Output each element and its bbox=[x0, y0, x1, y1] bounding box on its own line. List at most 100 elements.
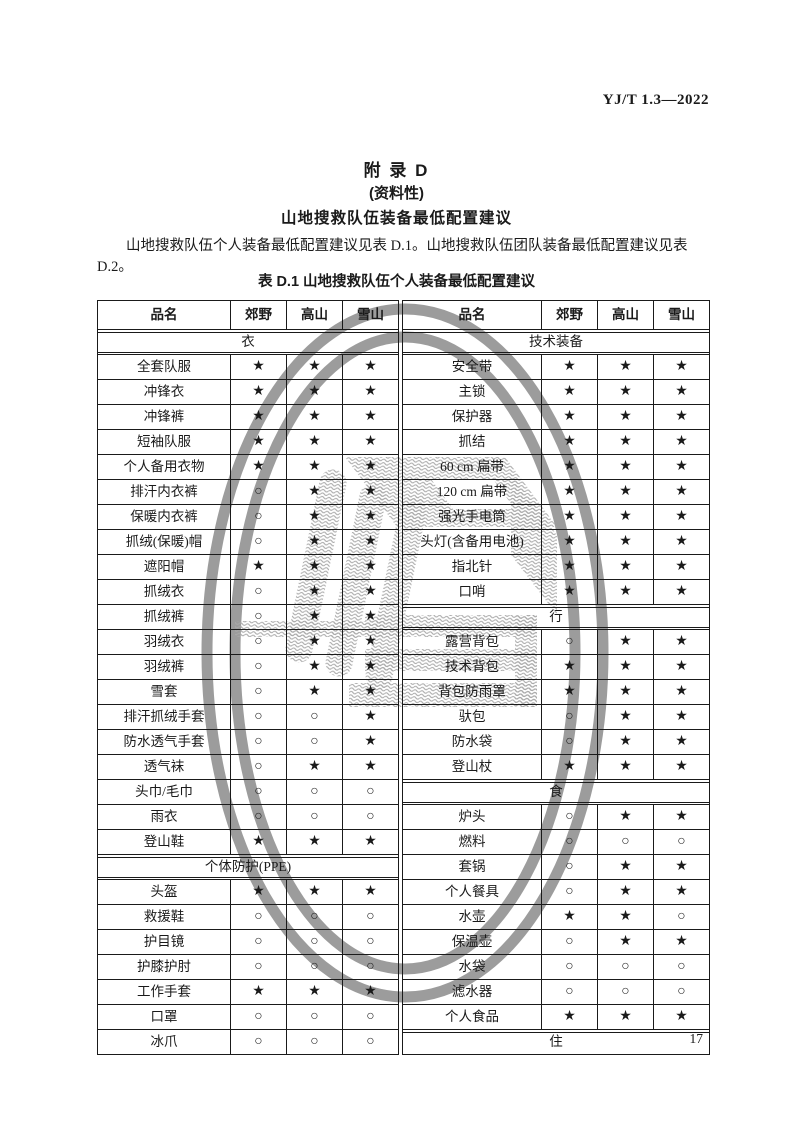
optional-circle-cell: ○ bbox=[541, 829, 598, 855]
optional-circle-cell: ○ bbox=[286, 729, 343, 755]
optional-circle-cell: ○ bbox=[286, 804, 343, 830]
table-row: 驮包 ○ ★ ★ bbox=[402, 704, 710, 730]
optional-circle-cell: ○ bbox=[653, 954, 710, 980]
required-star-cell: ★ bbox=[653, 704, 710, 730]
optional-circle-cell: ○ bbox=[230, 904, 287, 930]
table-row: 透气袜 ○ ★ ★ bbox=[97, 754, 399, 780]
section-row: 食 bbox=[402, 779, 711, 805]
table-row: 个人餐具 ○ ★ ★ bbox=[402, 879, 710, 905]
item-name-cell: 冲锋裤 bbox=[97, 404, 231, 430]
col-header-countryside: 郊野 bbox=[230, 300, 287, 330]
required-star-cell: ★ bbox=[541, 904, 598, 930]
item-name-cell: 保护器 bbox=[402, 404, 542, 430]
section-label: 衣 bbox=[97, 329, 400, 355]
optional-circle-cell: ○ bbox=[230, 804, 287, 830]
required-star-cell: ★ bbox=[597, 379, 654, 405]
table-row: 保暖内衣裤 ○ ★ ★ bbox=[97, 504, 399, 530]
optional-circle-cell: ○ bbox=[230, 779, 287, 805]
item-name-cell: 透气袜 bbox=[97, 754, 231, 780]
section-label: 食 bbox=[402, 779, 711, 805]
optional-circle-cell: ○ bbox=[342, 1029, 399, 1055]
required-star-cell: ★ bbox=[541, 1004, 598, 1030]
required-star-cell: ★ bbox=[653, 854, 710, 880]
item-name-cell: 水壶 bbox=[402, 904, 542, 930]
item-name-cell: 个人备用衣物 bbox=[97, 454, 231, 480]
item-name-cell: 冰爪 bbox=[97, 1029, 231, 1055]
optional-circle-cell: ○ bbox=[541, 954, 598, 980]
item-name-cell: 抓绒裤 bbox=[97, 604, 231, 630]
required-star-cell: ★ bbox=[342, 629, 399, 655]
item-name-cell: 抓绒(保暖)帽 bbox=[97, 529, 231, 555]
table-caption: 表 D.1 山地搜救队伍个人装备最低配置建议 bbox=[257, 274, 536, 290]
required-star-cell: ★ bbox=[597, 729, 654, 755]
optional-circle-cell: ○ bbox=[230, 954, 287, 980]
required-star-cell: ★ bbox=[541, 379, 598, 405]
item-name-cell: 排汗内衣裤 bbox=[97, 479, 231, 505]
required-star-cell: ★ bbox=[597, 504, 654, 530]
required-star-cell: ★ bbox=[286, 879, 343, 905]
required-star-cell: ★ bbox=[597, 904, 654, 930]
required-star-cell: ★ bbox=[286, 454, 343, 480]
item-name-cell: 水袋 bbox=[402, 954, 542, 980]
optional-circle-cell: ○ bbox=[230, 504, 287, 530]
required-star-cell: ★ bbox=[597, 629, 654, 655]
optional-circle-cell: ○ bbox=[230, 729, 287, 755]
item-name-cell: 排汗抓绒手套 bbox=[97, 704, 231, 730]
col-header-item-name: 品名 bbox=[97, 300, 231, 330]
item-name-cell: 露营背包 bbox=[402, 629, 542, 655]
table-row: 抓绒裤 ○ ★ ★ bbox=[97, 604, 399, 630]
intro-paragraph: 山地搜救队伍个人装备最低配置建议见表 D.1。山地搜救队伍团队装备最低配置建议见… bbox=[97, 238, 688, 276]
required-star-cell: ★ bbox=[653, 679, 710, 705]
required-star-cell: ★ bbox=[230, 404, 287, 430]
required-star-cell: ★ bbox=[653, 804, 710, 830]
col-header-high-mountain: 高山 bbox=[597, 300, 654, 330]
required-star-cell: ★ bbox=[342, 354, 399, 380]
col-header-snow-mountain: 雪山 bbox=[653, 300, 710, 330]
required-star-cell: ★ bbox=[342, 979, 399, 1005]
table-row: 背包防雨罩 ★ ★ ★ bbox=[402, 679, 710, 705]
table-row: 炉头 ○ ★ ★ bbox=[402, 804, 710, 830]
optional-circle-cell: ○ bbox=[286, 929, 343, 955]
table-row: 羽绒衣 ○ ★ ★ bbox=[97, 629, 399, 655]
item-name-cell: 主锁 bbox=[402, 379, 542, 405]
optional-circle-cell: ○ bbox=[230, 704, 287, 730]
required-star-cell: ★ bbox=[342, 679, 399, 705]
table-row: 遮阳帽 ★ ★ ★ bbox=[97, 554, 399, 580]
optional-circle-cell: ○ bbox=[342, 929, 399, 955]
required-star-cell: ★ bbox=[597, 554, 654, 580]
table-row: 个人食品 ★ ★ ★ bbox=[402, 1004, 710, 1030]
table-row: 套锅 ○ ★ ★ bbox=[402, 854, 710, 880]
table-row: 120 cm 扁带 ★ ★ ★ bbox=[402, 479, 710, 505]
required-star-cell: ★ bbox=[597, 704, 654, 730]
required-star-cell: ★ bbox=[342, 604, 399, 630]
table-row: 救援鞋 ○ ○ ○ bbox=[97, 904, 399, 930]
required-star-cell: ★ bbox=[653, 379, 710, 405]
required-star-cell: ★ bbox=[653, 554, 710, 580]
required-star-cell: ★ bbox=[286, 679, 343, 705]
table-row: 保温壶 ○ ★ ★ bbox=[402, 929, 710, 955]
optional-circle-cell: ○ bbox=[653, 829, 710, 855]
item-name-cell: 120 cm 扁带 bbox=[402, 479, 542, 505]
table-row: 头巾/毛巾 ○ ○ ○ bbox=[97, 779, 399, 805]
section-label: 住 bbox=[402, 1029, 711, 1055]
optional-circle-cell: ○ bbox=[541, 804, 598, 830]
equipment-table: 品名 郊野 高山 雪山 衣全套队服 ★ ★ ★ 冲锋衣 ★ ★ ★ 冲锋裤 ★ ★ ★ 短袖队服 ★ ★ ★ 个… bbox=[97, 300, 711, 1055]
table-row: 冲锋裤 ★ ★ ★ bbox=[97, 404, 399, 430]
optional-circle-cell: ○ bbox=[342, 954, 399, 980]
item-name-cell: 保温壶 bbox=[402, 929, 542, 955]
item-name-cell: 羽绒裤 bbox=[97, 654, 231, 680]
table-row: 指北针 ★ ★ ★ bbox=[402, 554, 710, 580]
item-name-cell: 冲锋衣 bbox=[97, 379, 231, 405]
item-name-cell: 全套队服 bbox=[97, 354, 231, 380]
optional-circle-cell: ○ bbox=[342, 1004, 399, 1030]
required-star-cell: ★ bbox=[653, 429, 710, 455]
required-star-cell: ★ bbox=[342, 404, 399, 430]
table-row: 排汗内衣裤 ○ ★ ★ bbox=[97, 479, 399, 505]
required-star-cell: ★ bbox=[597, 454, 654, 480]
required-star-cell: ★ bbox=[653, 529, 710, 555]
optional-circle-cell: ○ bbox=[597, 829, 654, 855]
table-row: 水袋 ○ ○ ○ bbox=[402, 954, 710, 980]
required-star-cell: ★ bbox=[342, 379, 399, 405]
table-row: 羽绒裤 ○ ★ ★ bbox=[97, 654, 399, 680]
optional-circle-cell: ○ bbox=[653, 979, 710, 1005]
